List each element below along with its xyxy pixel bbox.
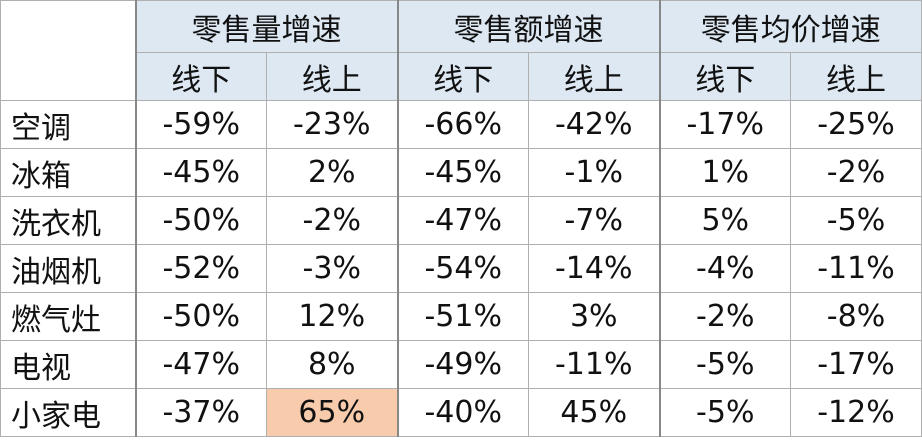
group-header-row: 零售量增速 零售额增速 零售均价增速	[0, 0, 922, 101]
value-cell: -1%	[528, 148, 660, 197]
sub-header: 线下	[658, 52, 791, 101]
group-header: 零售额增速	[396, 0, 660, 53]
value-cell: -14%	[528, 244, 660, 293]
value-cell: -11%	[790, 244, 922, 293]
table-row: 油烟机 -52% -3% -54% -14% -4% -11%	[0, 244, 922, 293]
table-row: 空调 -59% -23% -66% -42% -17% -25%	[0, 100, 922, 149]
value-cell: -42%	[528, 100, 660, 149]
value-cell: -4%	[658, 244, 791, 293]
value-cell: -37%	[134, 388, 267, 437]
sub-header: 线上	[266, 52, 398, 101]
value-cell: -2%	[658, 292, 791, 341]
value-cell: 3%	[528, 292, 660, 341]
value-cell: -8%	[790, 292, 922, 341]
value-cell: -51%	[396, 292, 529, 341]
value-cell: 2%	[266, 148, 398, 197]
row-label: 油烟机	[0, 244, 136, 293]
value-cell: -2%	[790, 148, 922, 197]
value-cell: -12%	[790, 388, 922, 437]
table-row: 冰箱 -45% 2% -45% -1% 1% -2%	[0, 148, 922, 197]
table-row: 小家电 -37% 65% -40% 45% -5% -12%	[0, 388, 922, 437]
row-label: 燃气灶	[0, 292, 136, 341]
value-cell: -45%	[134, 148, 267, 197]
group-header: 零售均价增速	[658, 0, 922, 53]
value-cell: 8%	[266, 340, 398, 389]
value-cell: -59%	[134, 100, 267, 149]
value-cell: -23%	[266, 100, 398, 149]
sub-header: 线下	[396, 52, 529, 101]
sub-header-row: 线下 线上 线下 线上 线下 线上	[1, 52, 922, 101]
value-cell: 65%	[266, 388, 398, 437]
table-row: 洗衣机 -50% -2% -47% -7% 5% -5%	[0, 196, 922, 245]
row-label: 空调	[0, 100, 136, 149]
value-cell: -25%	[790, 100, 922, 149]
value-cell: -47%	[396, 196, 529, 245]
value-cell: -7%	[528, 196, 660, 245]
value-cell: -52%	[134, 244, 267, 293]
row-label: 洗衣机	[0, 196, 136, 245]
value-cell: -17%	[658, 100, 791, 149]
value-cell: -45%	[396, 148, 529, 197]
sub-header: 线下	[134, 52, 267, 101]
value-cell: -17%	[790, 340, 922, 389]
value-cell: -3%	[266, 244, 398, 293]
table-body: 空调 -59% -23% -66% -42% -17% -25% 冰箱 -45% 2% -45% -1…	[0, 100, 922, 437]
row-label: 小家电	[0, 388, 136, 437]
value-cell: -49%	[396, 340, 529, 389]
value-cell: 1%	[658, 148, 791, 197]
value-cell: -5%	[658, 340, 791, 389]
value-cell: 12%	[266, 292, 398, 341]
value-cell: -2%	[266, 196, 398, 245]
table-row: 电视 -47% 8% -49% -11% -5% -17%	[0, 340, 922, 389]
corner-cell	[0, 0, 136, 101]
row-label: 电视	[0, 340, 136, 389]
value-cell: -5%	[658, 388, 791, 437]
value-cell: 45%	[528, 388, 660, 437]
value-cell: -11%	[528, 340, 660, 389]
value-cell: -66%	[396, 100, 529, 149]
value-cell: -50%	[134, 196, 267, 245]
row-label: 冰箱	[0, 148, 136, 197]
sub-header: 线上	[790, 52, 922, 101]
value-cell: -40%	[396, 388, 529, 437]
value-cell: -54%	[396, 244, 529, 293]
value-cell: 5%	[658, 196, 791, 245]
group-header: 零售量增速	[134, 0, 398, 53]
sub-header: 线上	[528, 52, 660, 101]
table-row: 燃气灶 -50% 12% -51% 3% -2% -8%	[0, 292, 922, 341]
value-cell: -47%	[134, 340, 267, 389]
value-cell: -5%	[790, 196, 922, 245]
value-cell: -50%	[134, 292, 267, 341]
